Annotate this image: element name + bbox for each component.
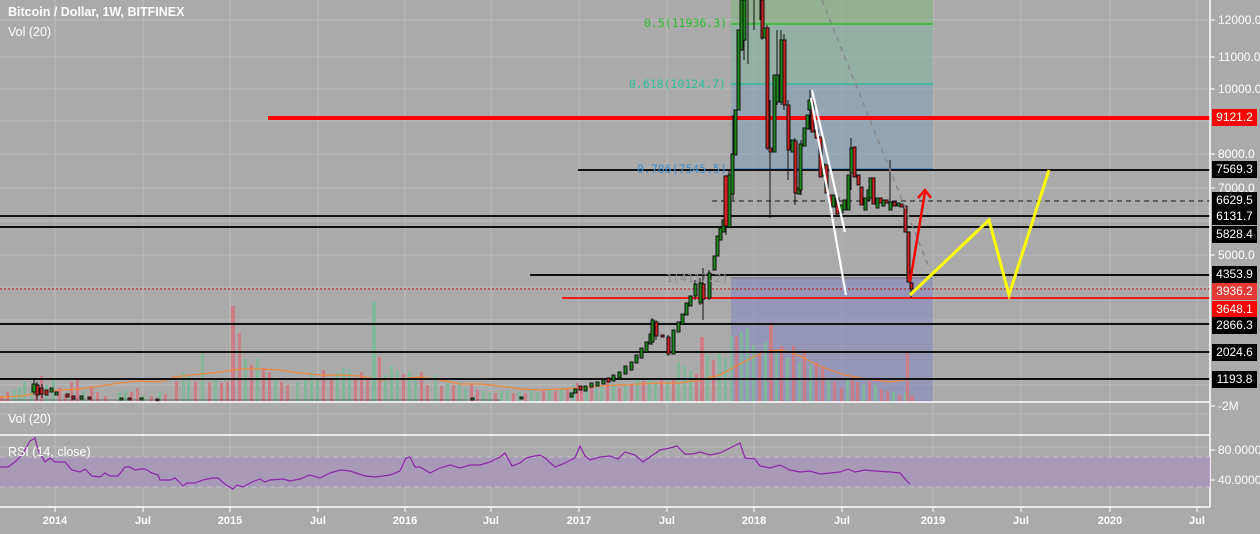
projection-red-arrow[interactable] — [908, 188, 932, 283]
grid-horizontal — [0, 19, 1210, 473]
price-tag-6629: 6629.5 — [1212, 192, 1257, 209]
fib-label-0.618: 0.618(10124.7) — [629, 77, 726, 91]
fib-label-0.5: 0.5(11936.3) — [644, 16, 728, 30]
price-tag-2024: 2024.6 — [1212, 344, 1257, 361]
price-axis-ticks — [1210, 19, 1215, 481]
trend-line-dashed[interactable] — [821, 0, 931, 271]
time-label: Jul — [483, 515, 499, 527]
white-trend-lines[interactable] — [809, 89, 848, 296]
candlesticks — [0, 0, 914, 402]
price-tag-4353: 4353.9 — [1212, 266, 1257, 283]
price-tick: 11000.0 — [1218, 50, 1260, 64]
price-tag-6131: 6131.7 — [1212, 208, 1257, 225]
price-tick: 7000.0 — [1218, 181, 1255, 195]
time-label: 2019 — [920, 515, 946, 527]
vol-legend[interactable]: Vol (20) — [8, 25, 52, 39]
projection-yellow[interactable] — [908, 169, 1051, 301]
price-tag-last-3936: 3936.2 — [1212, 283, 1257, 300]
time-label: Jul — [135, 515, 151, 527]
rsi-tick: 40.0000 — [1218, 473, 1260, 487]
price-tag-1193: 1193.8 — [1212, 371, 1257, 388]
time-label: Jul — [834, 515, 850, 527]
time-label: Jul — [310, 515, 326, 527]
time-label: Jul — [1189, 515, 1205, 527]
time-axis-ticks — [54, 507, 1198, 512]
price-tick: 10000.0 — [1218, 82, 1260, 96]
price-tag-9121: 9121.2 — [1212, 109, 1257, 126]
price-tick: 12000.0 — [1218, 13, 1260, 27]
time-label: 2017 — [566, 515, 592, 527]
vol-tick: -2M — [1218, 399, 1239, 413]
vol-pane-label[interactable]: Vol (20) — [8, 412, 52, 426]
time-label: Jul — [1013, 515, 1029, 527]
time-label: Jul — [659, 515, 675, 527]
price-tag-5828: 5828.4 — [1212, 226, 1257, 243]
rsi-tick: 80.0000 — [1218, 443, 1260, 457]
price-tag-7569: 7569.3 — [1212, 161, 1257, 178]
price-tick: 8000.0 — [1218, 147, 1255, 161]
fib-label-1: 1(4117.2) — [666, 271, 729, 285]
time-label: 2018 — [741, 515, 767, 527]
time-label: 2014 — [42, 515, 68, 527]
time-label: 2015 — [217, 515, 243, 527]
price-tick: 5000.0 — [1218, 248, 1255, 262]
time-label: 2016 — [392, 515, 418, 527]
time-label: 2020 — [1097, 515, 1123, 527]
grid-vertical — [54, 0, 1198, 507]
rsi-line — [0, 437, 911, 490]
fib-label-0.786: 0.786(7545.5) — [637, 162, 728, 176]
rsi-pane-label[interactable]: RSI (14, close) — [8, 445, 91, 459]
symbol-title[interactable]: Bitcoin / Dollar, 1W, BITFINEX — [8, 5, 185, 19]
rsi-band — [0, 457, 1210, 487]
horizontal-levels[interactable] — [0, 116, 1210, 380]
price-tag-2866: 2866.3 — [1212, 317, 1257, 334]
price-tag-3648: 3648.1 — [1212, 301, 1257, 318]
